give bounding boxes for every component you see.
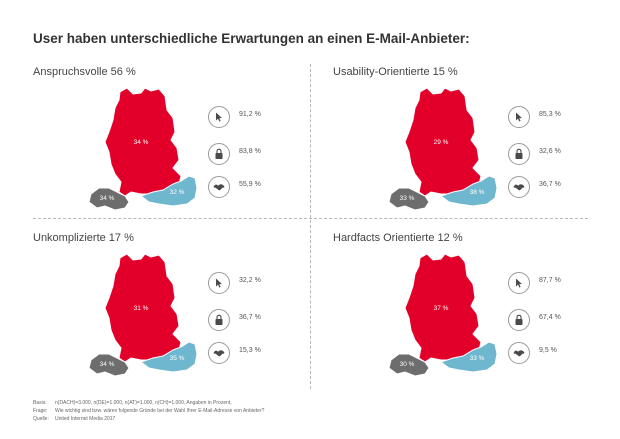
panel-title: Unkomplizierte 17 %	[33, 232, 134, 244]
lock-icon	[508, 309, 530, 331]
footnote-basis: Basis: n(DACH)=3.000, n(DE)=1.000, n(AT)=…	[33, 400, 232, 406]
metric-value: 9,5 %	[539, 347, 557, 354]
metric-row: 87,7 %	[508, 272, 598, 294]
switzerland-region	[388, 353, 430, 377]
metric-row: 36,7 %	[208, 309, 298, 331]
metric-row: 67,4 %	[508, 309, 598, 331]
handshake-icon	[508, 342, 530, 364]
dach-map: 31 % 35 % 34 %	[75, 250, 205, 378]
metric-value: 15,3 %	[239, 347, 261, 354]
austria-region-label: 35 %	[170, 355, 185, 362]
dach-map: 34 % 32 % 34 %	[75, 84, 205, 212]
dach-map: 29 % 38 % 33 %	[375, 84, 505, 212]
germany-region-label: 34 %	[134, 139, 149, 146]
dach-map-svg: 31 % 35 % 34 %	[88, 253, 198, 377]
germany-region-label: 37 %	[434, 305, 449, 312]
handshake-icon	[208, 342, 230, 364]
switzerland-region-label: 30 %	[400, 361, 415, 368]
panel-title: Usability-Orientierte 15 %	[333, 66, 458, 78]
cursor-icon	[508, 272, 530, 294]
metric-row: 9,5 %	[508, 342, 598, 364]
germany-region-label: 29 %	[434, 139, 449, 146]
austria-region	[439, 175, 498, 207]
dach-map-svg: 29 % 38 % 33 %	[388, 87, 498, 211]
panel-title: Hardfacts Orientierte 12 %	[333, 232, 463, 244]
segment-panel: Anspruchsvolle 56 % 34 % 32 % 34 % 91,2 % 83,…	[33, 66, 293, 216]
austria-region-label: 32 %	[170, 189, 185, 196]
footnote-quelle: Quelle: United Internet Media 2017	[33, 416, 116, 422]
switzerland-region-label: 33 %	[400, 195, 415, 202]
metric-row: 91,2 %	[208, 106, 298, 128]
metric-value: 85,3 %	[539, 111, 561, 118]
switzerland-region-label: 34 %	[100, 195, 115, 202]
metric-row: 85,3 %	[508, 106, 598, 128]
metric-value: 36,7 %	[239, 314, 261, 321]
metric-value: 83,8 %	[239, 148, 261, 155]
metric-value: 36,7 %	[539, 181, 561, 188]
footnotes: Basis: n(DACH)=3.000, n(DE)=1.000, n(AT)=…	[33, 399, 593, 423]
metric-row: 83,8 %	[208, 143, 298, 165]
page-title: User haben unterschiedliche Erwartungen …	[33, 31, 470, 46]
cursor-icon	[508, 106, 530, 128]
lock-icon	[508, 143, 530, 165]
metric-value: 67,4 %	[539, 314, 561, 321]
metric-row: 32,6 %	[508, 143, 598, 165]
handshake-icon	[508, 176, 530, 198]
metric-row: 32,2 %	[208, 272, 298, 294]
switzerland-region	[88, 353, 130, 377]
switzerland-region	[88, 187, 130, 211]
metric-value: 91,2 %	[239, 111, 261, 118]
metric-value: 55,9 %	[239, 181, 261, 188]
handshake-icon	[208, 176, 230, 198]
austria-region	[139, 175, 198, 207]
cursor-icon	[208, 272, 230, 294]
segment-panel: Usability-Orientierte 15 % 29 % 38 % 33 % 85…	[333, 66, 593, 216]
dach-map-svg: 34 % 32 % 34 %	[88, 87, 198, 211]
segment-panel: Hardfacts Orientierte 12 % 37 % 33 % 30 % 87…	[333, 232, 593, 382]
metric-row: 36,7 %	[508, 176, 598, 198]
dach-map: 37 % 33 % 30 %	[375, 250, 505, 378]
segment-panel: Unkomplizierte 17 % 31 % 35 % 34 % 32,2 % 36,…	[33, 232, 293, 382]
austria-region	[139, 341, 198, 373]
austria-region-label: 38 %	[470, 189, 485, 196]
vertical-divider	[310, 64, 311, 389]
dach-map-svg: 37 % 33 % 30 %	[388, 253, 498, 377]
metric-value: 87,7 %	[539, 277, 561, 284]
austria-region-label: 33 %	[470, 355, 485, 362]
switzerland-region	[388, 187, 430, 211]
switzerland-region-label: 34 %	[100, 361, 115, 368]
metric-row: 55,9 %	[208, 176, 298, 198]
footnote-frage: Frage: Wie wichtig sind bzw. wären folgen…	[33, 408, 265, 414]
metric-row: 15,3 %	[208, 342, 298, 364]
lock-icon	[208, 309, 230, 331]
panel-title: Anspruchsvolle 56 %	[33, 66, 136, 78]
metric-value: 32,6 %	[539, 148, 561, 155]
metric-value: 32,2 %	[239, 277, 261, 284]
cursor-icon	[208, 106, 230, 128]
austria-region	[439, 341, 498, 373]
lock-icon	[208, 143, 230, 165]
germany-region-label: 31 %	[134, 305, 149, 312]
